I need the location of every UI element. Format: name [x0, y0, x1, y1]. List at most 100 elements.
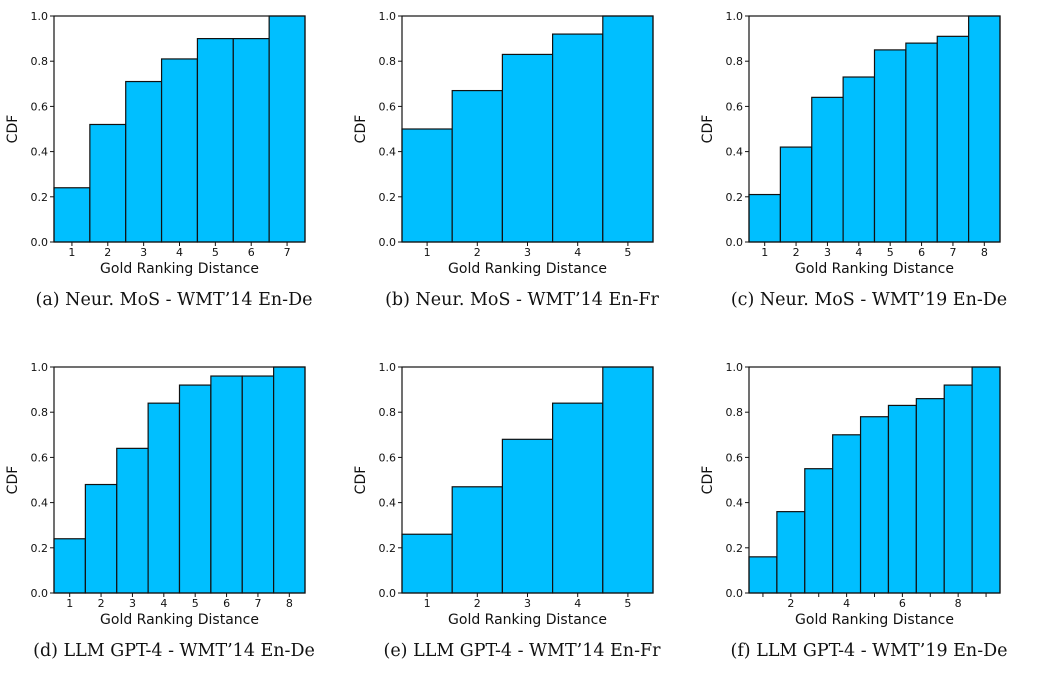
- y-tick-label: 0.2: [379, 191, 397, 204]
- bar: [53, 538, 86, 594]
- caption-e: (e) LLM GPT-4 - WMT’14 En-Fr: [383, 641, 661, 661]
- x-tick-label: 1: [761, 246, 768, 259]
- bar: [451, 89, 503, 243]
- chart-panel-a: 0.0 0.2 0.4 0.6 0.8 1.0 1 2 3 4 5 6 7 Gold Ranking Di…: [0, 0, 348, 333]
- bar: [971, 366, 1001, 594]
- y-tick-label: 0.4: [379, 146, 397, 159]
- y-axis-label: CDF: [353, 466, 369, 495]
- x-tick-label: 4: [176, 246, 183, 259]
- y-axis-label: CDF: [5, 115, 21, 144]
- y-tick-label: 1.0: [31, 361, 49, 374]
- x-axis-label: Gold Ranking Distance: [795, 261, 954, 277]
- bar: [178, 384, 212, 594]
- bar: [811, 96, 844, 243]
- x-tick-label: 1: [424, 246, 431, 259]
- bar: [89, 123, 127, 243]
- bar: [210, 375, 243, 594]
- bar: [748, 556, 778, 594]
- x-tick-label: 5: [192, 597, 199, 610]
- x-tick-label: 3: [524, 597, 531, 610]
- y-tick-label: 0.8: [379, 55, 397, 68]
- y-tick-label: 0.0: [726, 236, 744, 249]
- y-tick-label: 1.0: [726, 10, 744, 23]
- bar-chart-b: 0.0 0.2 0.4 0.6 0.8 1.0 1 2 3 4 5 Gold Ranking Dist…: [353, 10, 654, 277]
- x-tick-label: 2: [98, 597, 105, 610]
- x-tick-label: 3: [140, 246, 147, 259]
- x-axis-label: Gold Ranking Distance: [100, 261, 259, 277]
- y-tick-label: 0.6: [31, 451, 49, 464]
- bar: [552, 402, 604, 594]
- y-tick-label: 0.2: [726, 542, 744, 555]
- y-tick-label: 0.6: [726, 451, 744, 464]
- x-tick-label: 1: [68, 246, 75, 259]
- x-tick-label: 7: [949, 246, 956, 259]
- bar: [832, 434, 862, 594]
- bar: [125, 80, 163, 243]
- bar: [779, 146, 813, 243]
- caption-b: (b) Neur. MoS - WMT’14 En-Fr: [385, 290, 659, 310]
- caption-c: (c) Neur. MoS - WMT’19 En-De: [730, 290, 1008, 310]
- x-tick-label: 6: [223, 597, 230, 610]
- x-tick-label: 4: [843, 597, 850, 610]
- y-tick-label: 0.6: [726, 100, 744, 113]
- y-tick-label: 1.0: [726, 361, 744, 374]
- x-tick-label: 8: [286, 597, 293, 610]
- y-tick-label: 0.8: [31, 55, 49, 68]
- y-tick-label: 0.0: [726, 587, 744, 600]
- y-axis-label: CDF: [700, 115, 716, 144]
- chart-panel-e: 0.0 0.2 0.4 0.6 0.8 1.0 1 2 3 4 5 Gold Ranking Dist…: [348, 351, 696, 684]
- y-tick-label: 0.0: [379, 236, 397, 249]
- x-tick-label: 2: [474, 246, 481, 259]
- y-tick-label: 0.2: [31, 191, 49, 204]
- bar: [748, 193, 781, 243]
- bar: [273, 366, 306, 594]
- x-tick-label: 2: [787, 597, 794, 610]
- x-axis-label: Gold Ranking Distance: [795, 612, 954, 628]
- bar: [147, 402, 181, 594]
- bar: [196, 37, 234, 243]
- bar: [943, 384, 973, 594]
- caption-d: (d) LLM GPT-4 - WMT’14 En-De: [33, 641, 315, 661]
- y-tick-label: 0.4: [31, 146, 49, 159]
- y-tick-label: 0.2: [726, 191, 744, 204]
- x-axis-label: Gold Ranking Distance: [100, 612, 259, 628]
- x-tick-label: 1: [66, 597, 73, 610]
- y-tick-label: 0.2: [379, 542, 397, 555]
- x-tick-label: 4: [574, 597, 581, 610]
- bar: [915, 398, 945, 594]
- y-tick-label: 0.6: [379, 100, 397, 113]
- x-tick-label: 6: [918, 246, 925, 259]
- y-tick-label: 1.0: [379, 10, 397, 23]
- y-tick-label: 0.4: [31, 497, 49, 510]
- x-tick-label: 6: [248, 246, 255, 259]
- bar: [53, 187, 91, 243]
- x-tick-label: 8: [955, 597, 962, 610]
- x-tick-label: 7: [254, 597, 261, 610]
- y-tick-label: 0.8: [31, 406, 49, 419]
- y-tick-label: 0.6: [31, 100, 49, 113]
- x-tick-label: 5: [887, 246, 894, 259]
- x-tick-label: 3: [524, 246, 531, 259]
- bar: [401, 533, 453, 594]
- x-tick-label: 5: [212, 246, 219, 259]
- x-tick-label: 2: [474, 597, 481, 610]
- bar-chart-a: 0.0 0.2 0.4 0.6 0.8 1.0 1 2 3 4 5 6 7 Gold Ranking Di…: [5, 10, 306, 277]
- y-tick-label: 1.0: [31, 10, 49, 23]
- x-tick-label: 5: [624, 246, 631, 259]
- bar: [842, 76, 876, 243]
- y-tick-label: 0.4: [379, 497, 397, 510]
- bar: [501, 438, 554, 594]
- y-tick-label: 0.0: [31, 587, 49, 600]
- bar: [968, 15, 1001, 243]
- y-tick-label: 0.8: [379, 406, 397, 419]
- y-axis-label: CDF: [5, 466, 21, 495]
- x-axis-label: Gold Ranking Distance: [448, 612, 607, 628]
- bar: [936, 35, 970, 243]
- y-tick-label: 0.4: [726, 497, 744, 510]
- x-axis-label: Gold Ranking Distance: [448, 261, 607, 277]
- x-tick-label: 5: [624, 597, 631, 610]
- bar: [776, 511, 806, 594]
- bar-chart-d: 0.0 0.2 0.4 0.6 0.8 1.0 1 2 3 4 5 6 7 8 Gold Ranking D…: [5, 361, 306, 628]
- caption-a: (a) Neur. MoS - WMT’14 En-De: [35, 290, 313, 310]
